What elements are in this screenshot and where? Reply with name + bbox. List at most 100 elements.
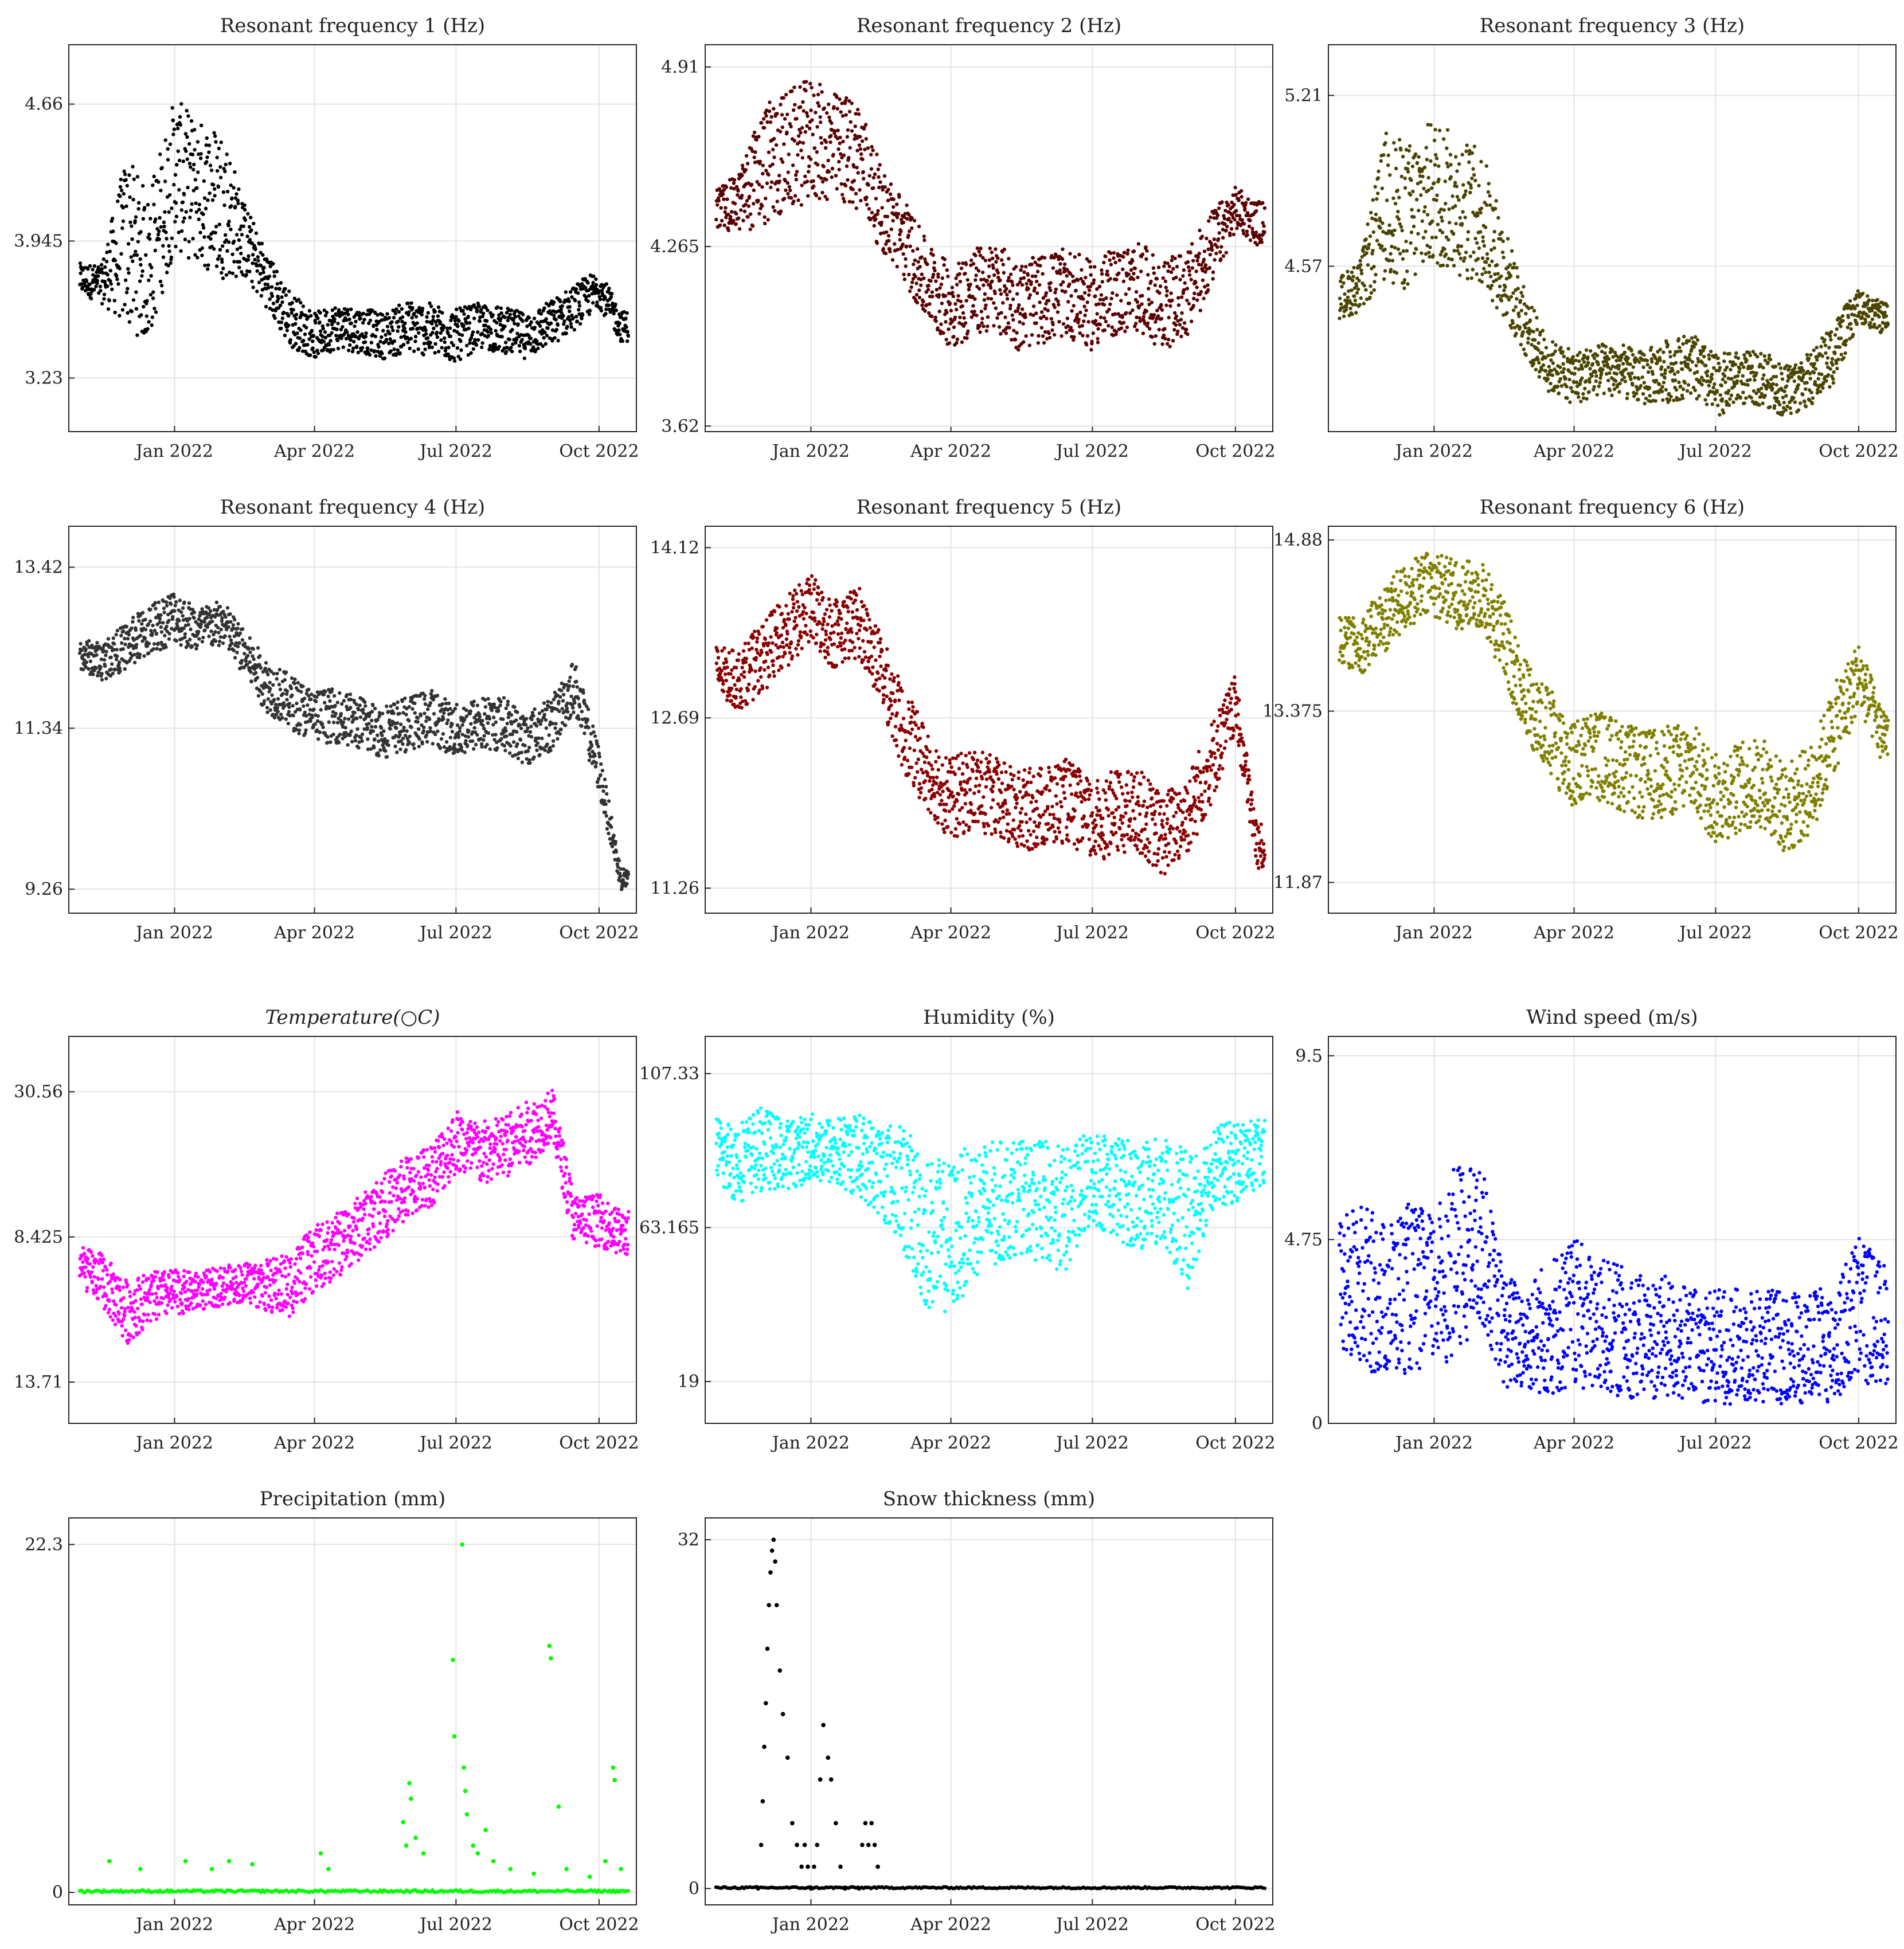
data-point bbox=[1810, 401, 1815, 405]
data-point bbox=[255, 289, 259, 293]
data-point bbox=[132, 177, 136, 181]
data-point bbox=[303, 332, 307, 336]
data-point bbox=[219, 627, 223, 632]
data-point bbox=[1229, 220, 1233, 224]
data-point bbox=[1351, 275, 1355, 279]
data-point bbox=[976, 269, 981, 273]
data-point bbox=[1037, 334, 1041, 338]
data-point bbox=[202, 235, 206, 239]
data-point bbox=[851, 200, 855, 204]
data-point bbox=[1406, 282, 1410, 286]
data-point bbox=[1613, 350, 1617, 355]
data-point bbox=[1514, 305, 1518, 309]
data-point bbox=[225, 249, 229, 253]
data-point bbox=[209, 629, 213, 633]
data-point bbox=[172, 183, 176, 187]
data-point bbox=[205, 615, 209, 620]
data-point bbox=[201, 226, 206, 230]
data-point bbox=[1109, 251, 1113, 255]
data-point bbox=[1195, 285, 1199, 289]
data-point bbox=[205, 160, 209, 164]
data-point bbox=[1646, 370, 1651, 374]
data-point bbox=[1183, 281, 1187, 285]
data-point bbox=[299, 328, 303, 332]
data-point bbox=[737, 227, 742, 231]
data-point bbox=[746, 215, 750, 219]
data-point bbox=[1136, 275, 1140, 280]
data-point bbox=[1516, 275, 1520, 279]
data-point bbox=[1617, 363, 1621, 368]
data-point bbox=[1205, 236, 1209, 241]
data-point bbox=[1640, 375, 1644, 379]
x-tick-label: Jan 2022 bbox=[1394, 441, 1473, 461]
data-point bbox=[1057, 303, 1061, 307]
data-point bbox=[1017, 303, 1021, 307]
data-point bbox=[134, 645, 138, 649]
data-point bbox=[1518, 325, 1522, 329]
data-point bbox=[1621, 362, 1625, 366]
data-point bbox=[1047, 335, 1052, 340]
data-point bbox=[1456, 244, 1460, 248]
data-point bbox=[1815, 391, 1819, 395]
data-point bbox=[538, 342, 543, 346]
data-point bbox=[1718, 393, 1722, 397]
data-point bbox=[84, 660, 88, 664]
data-point bbox=[1211, 277, 1215, 281]
data-point bbox=[1464, 149, 1468, 154]
data-point bbox=[1342, 314, 1346, 318]
data-point bbox=[1650, 359, 1654, 364]
data-point bbox=[1834, 361, 1839, 365]
data-point bbox=[224, 162, 228, 167]
data-point bbox=[918, 283, 923, 287]
data-point bbox=[934, 319, 938, 323]
data-point bbox=[724, 206, 728, 210]
data-point bbox=[1824, 351, 1828, 355]
data-point bbox=[1011, 283, 1015, 287]
data-point bbox=[323, 314, 328, 318]
data-point bbox=[105, 284, 110, 288]
data-point bbox=[1121, 320, 1126, 324]
data-point bbox=[153, 248, 157, 253]
data-point bbox=[230, 196, 234, 201]
data-point bbox=[1674, 388, 1679, 392]
data-point bbox=[447, 346, 451, 350]
data-point bbox=[77, 651, 82, 655]
data-point bbox=[1686, 365, 1690, 370]
data-point bbox=[1365, 251, 1369, 255]
data-point bbox=[1209, 241, 1213, 245]
data-point bbox=[1468, 148, 1472, 153]
data-point bbox=[1707, 357, 1711, 361]
data-point bbox=[1034, 321, 1038, 325]
data-point bbox=[329, 319, 334, 323]
data-point bbox=[336, 346, 341, 351]
data-point bbox=[1414, 197, 1419, 202]
data-point bbox=[484, 319, 489, 323]
data-point bbox=[991, 263, 995, 267]
data-point bbox=[1718, 366, 1722, 370]
data-point bbox=[941, 331, 945, 335]
data-point bbox=[96, 265, 100, 269]
data-point bbox=[1116, 254, 1120, 258]
scatter-series bbox=[77, 592, 631, 891]
data-point bbox=[80, 285, 84, 289]
data-point bbox=[1627, 371, 1631, 376]
data-point bbox=[1796, 408, 1801, 412]
data-point bbox=[123, 667, 127, 671]
data-point bbox=[209, 237, 213, 241]
data-point bbox=[253, 257, 257, 262]
data-point bbox=[453, 319, 457, 323]
data-point bbox=[491, 313, 495, 317]
data-point bbox=[1099, 293, 1104, 297]
data-point bbox=[119, 177, 123, 182]
data-point bbox=[1751, 370, 1756, 374]
data-point bbox=[875, 152, 879, 156]
data-point bbox=[1358, 303, 1362, 307]
data-point bbox=[244, 273, 248, 277]
data-point bbox=[847, 99, 851, 103]
data-point bbox=[1378, 219, 1382, 223]
data-point bbox=[1242, 232, 1246, 236]
data-point bbox=[772, 107, 776, 111]
data-point bbox=[1813, 379, 1817, 384]
data-point bbox=[874, 217, 878, 221]
data-point bbox=[908, 289, 912, 293]
